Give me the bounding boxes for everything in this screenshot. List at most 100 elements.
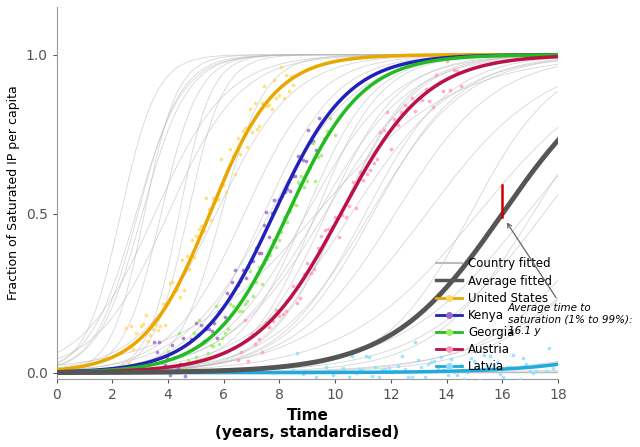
Point	[324, 367, 335, 375]
Point	[424, 98, 435, 105]
Point	[285, 295, 295, 302]
Point	[288, 81, 298, 89]
Point	[296, 172, 307, 179]
Point	[413, 94, 424, 101]
Point	[354, 365, 364, 372]
Point	[207, 328, 217, 335]
Point	[172, 364, 182, 371]
Point	[396, 108, 406, 115]
Point	[369, 160, 379, 167]
Text: Average time to
saturation (1% to 99%):
16.1 y: Average time to saturation (1% to 99%): …	[508, 224, 632, 336]
Point	[201, 325, 211, 332]
Point	[449, 368, 460, 375]
Point	[196, 222, 207, 229]
Point	[428, 103, 438, 110]
Point	[252, 126, 262, 133]
Point	[476, 376, 486, 384]
Point	[280, 189, 290, 196]
Point	[403, 373, 413, 380]
Point	[217, 334, 227, 342]
Point	[178, 335, 188, 342]
Point	[248, 292, 258, 299]
Point	[262, 255, 272, 262]
Point	[488, 361, 499, 368]
Point	[186, 366, 196, 373]
Point	[328, 371, 338, 378]
Point	[205, 342, 216, 349]
Point	[416, 363, 426, 370]
Point	[308, 383, 318, 390]
Point	[541, 368, 551, 375]
Point	[186, 236, 196, 243]
Point	[281, 72, 291, 79]
Point	[220, 329, 230, 337]
Point	[348, 179, 358, 186]
Point	[244, 105, 255, 113]
Point	[362, 171, 372, 178]
Point	[379, 127, 389, 134]
Point	[138, 320, 148, 328]
Point	[126, 323, 136, 330]
Point	[237, 127, 248, 134]
Point	[313, 245, 323, 252]
Point	[310, 177, 321, 185]
Point	[482, 363, 492, 370]
Point	[250, 99, 260, 106]
Point	[269, 196, 280, 203]
Point	[472, 363, 483, 371]
Point	[257, 281, 267, 288]
Point	[293, 178, 303, 186]
Point	[278, 311, 288, 318]
Point	[242, 297, 252, 304]
Point	[410, 338, 420, 346]
Point	[292, 153, 303, 160]
Point	[407, 95, 417, 102]
Point	[393, 363, 403, 370]
Point	[468, 357, 479, 364]
Point	[243, 264, 253, 271]
Point	[228, 153, 238, 160]
Point	[222, 326, 232, 333]
Point	[261, 208, 271, 215]
Point	[160, 321, 170, 329]
Point	[204, 325, 214, 332]
Point	[245, 268, 255, 275]
Point	[225, 300, 236, 308]
Point	[324, 114, 335, 122]
Point	[287, 200, 298, 207]
Point	[246, 258, 256, 265]
Point	[351, 204, 361, 211]
Point	[145, 331, 156, 338]
Point	[274, 91, 284, 98]
Point	[162, 355, 172, 362]
Point	[129, 345, 139, 352]
Point	[140, 312, 150, 319]
Point	[305, 164, 315, 171]
Point	[386, 145, 396, 152]
Point	[198, 337, 209, 345]
Point	[547, 364, 557, 371]
Point	[227, 278, 237, 286]
Point	[168, 354, 179, 361]
Point	[182, 357, 193, 364]
Point	[248, 257, 259, 265]
Point	[268, 317, 278, 325]
Y-axis label: Fraction of Saturated IP per capita: Fraction of Saturated IP per capita	[7, 86, 20, 300]
Point	[502, 363, 512, 371]
Point	[308, 138, 319, 145]
Point	[485, 352, 495, 359]
Point	[179, 287, 189, 294]
Point	[445, 86, 455, 93]
Point	[439, 367, 449, 374]
Point	[143, 338, 153, 345]
Point	[334, 388, 344, 395]
Point	[194, 225, 204, 232]
Point	[367, 373, 377, 380]
Point	[531, 368, 541, 375]
Point	[180, 365, 190, 372]
Point	[256, 250, 266, 257]
Point	[136, 323, 146, 330]
Point	[163, 299, 173, 306]
Point	[208, 342, 218, 350]
Point	[202, 350, 212, 357]
